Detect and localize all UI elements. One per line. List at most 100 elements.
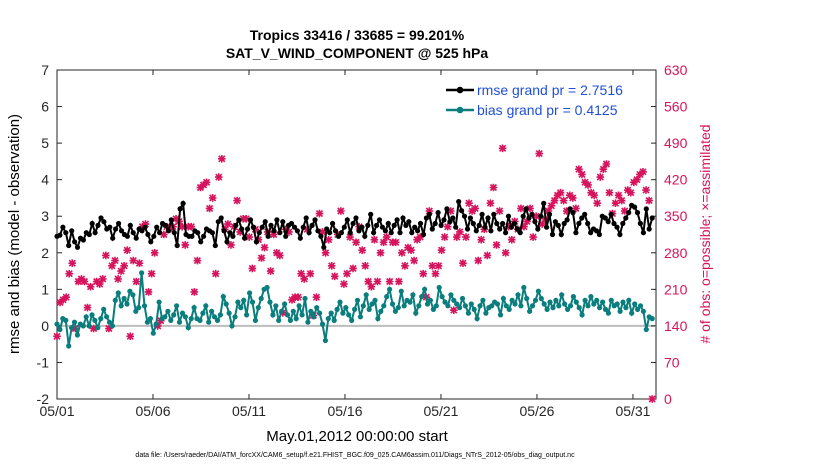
obs-marker (98, 275, 107, 283)
rmse-point (497, 226, 503, 232)
obs-marker (495, 207, 504, 215)
rmse-point (541, 200, 547, 206)
bias-point (600, 299, 606, 305)
rmse-point (552, 219, 559, 225)
bias-point (562, 301, 568, 307)
bias-point (74, 332, 80, 338)
rmse-point (271, 228, 277, 234)
obs-marker (550, 196, 559, 205)
bias-point (591, 301, 597, 307)
rmse-point (303, 215, 309, 221)
rmse-point (397, 230, 403, 236)
rmse-point (400, 215, 406, 221)
bias-point (282, 301, 288, 307)
bias-point (223, 301, 229, 307)
obs-marker (141, 220, 150, 228)
obs-marker (242, 215, 251, 223)
bias-point (276, 317, 282, 323)
bias-point (80, 323, 86, 329)
rmse-point (429, 226, 435, 232)
bias-point (130, 292, 136, 298)
obs-marker (507, 235, 516, 244)
obs-marker (224, 220, 232, 228)
bias-point (541, 301, 547, 307)
obs-marker (428, 262, 437, 270)
obs-marker (367, 282, 376, 291)
rmse-point (330, 220, 336, 227)
rmse-point (391, 222, 397, 228)
bias-point (209, 308, 215, 314)
bias-point (354, 297, 361, 303)
bias-point (416, 303, 422, 309)
obs-marker (605, 188, 614, 197)
rmse-point (341, 224, 347, 230)
obs-marker (132, 277, 141, 286)
bias-point (182, 314, 188, 320)
obs-marker (382, 233, 391, 241)
rmse-point (57, 232, 63, 238)
rmse-point (579, 215, 585, 221)
rmse-point (66, 242, 72, 249)
bias-point (153, 321, 159, 327)
bias-point (206, 319, 212, 325)
bias-point (588, 294, 594, 300)
x-tick-label: 05/21 (423, 403, 458, 419)
obs-marker (123, 246, 131, 254)
obs-marker (449, 306, 458, 315)
rmse-point (177, 206, 183, 212)
bias-point (147, 316, 153, 322)
rmse-point (236, 217, 242, 223)
rmse-point (142, 224, 148, 230)
obs-marker (297, 269, 305, 278)
bias-point (136, 305, 142, 311)
bias-point (220, 294, 226, 300)
obs-marker (416, 233, 424, 241)
bias-point (156, 299, 162, 305)
obs-marker (340, 280, 348, 288)
rmse-point (86, 231, 92, 238)
bias-point (352, 306, 358, 312)
obs-marker (620, 207, 629, 215)
obs-marker (208, 194, 217, 202)
bias-point (430, 306, 436, 312)
bias-point (521, 284, 527, 291)
rmse-point (268, 222, 274, 228)
obs-marker (248, 264, 257, 273)
obs-marker (590, 191, 598, 200)
bias-point (436, 284, 442, 291)
obs-marker (434, 262, 443, 270)
rmse-point (538, 213, 544, 219)
obs-marker (300, 275, 309, 283)
bias-point (392, 308, 398, 314)
rmse-point (309, 222, 315, 228)
bias-series (54, 270, 655, 349)
rmse-point (441, 217, 447, 223)
obs-marker (526, 204, 534, 213)
obs-marker (361, 262, 370, 270)
obs-marker (129, 256, 138, 265)
rmse-point (133, 235, 139, 241)
obs-marker (407, 246, 415, 254)
rmse-point (582, 211, 588, 217)
rmse-point (294, 228, 300, 234)
y2-axis-label: # of obs: o=possible; ×=assimilated (697, 124, 713, 343)
rmse-point (379, 224, 385, 230)
bias-point (83, 314, 89, 320)
bias-point (249, 299, 256, 305)
bias-point (305, 319, 311, 325)
rmse-point (588, 230, 594, 236)
obs-marker (395, 277, 403, 286)
bias-point (92, 317, 98, 323)
obs-marker (202, 178, 211, 187)
obs-marker (321, 248, 330, 257)
bias-point (317, 310, 323, 316)
rmse-point (247, 217, 254, 223)
obs-marker (294, 293, 302, 301)
bias-point (401, 303, 407, 309)
bias-point (620, 299, 626, 305)
obs-marker (498, 144, 507, 153)
rmse-point (242, 235, 248, 241)
y-tick-label: -2 (37, 391, 50, 407)
rmse-point (227, 230, 233, 236)
y2-tick-label: 630 (664, 62, 688, 78)
